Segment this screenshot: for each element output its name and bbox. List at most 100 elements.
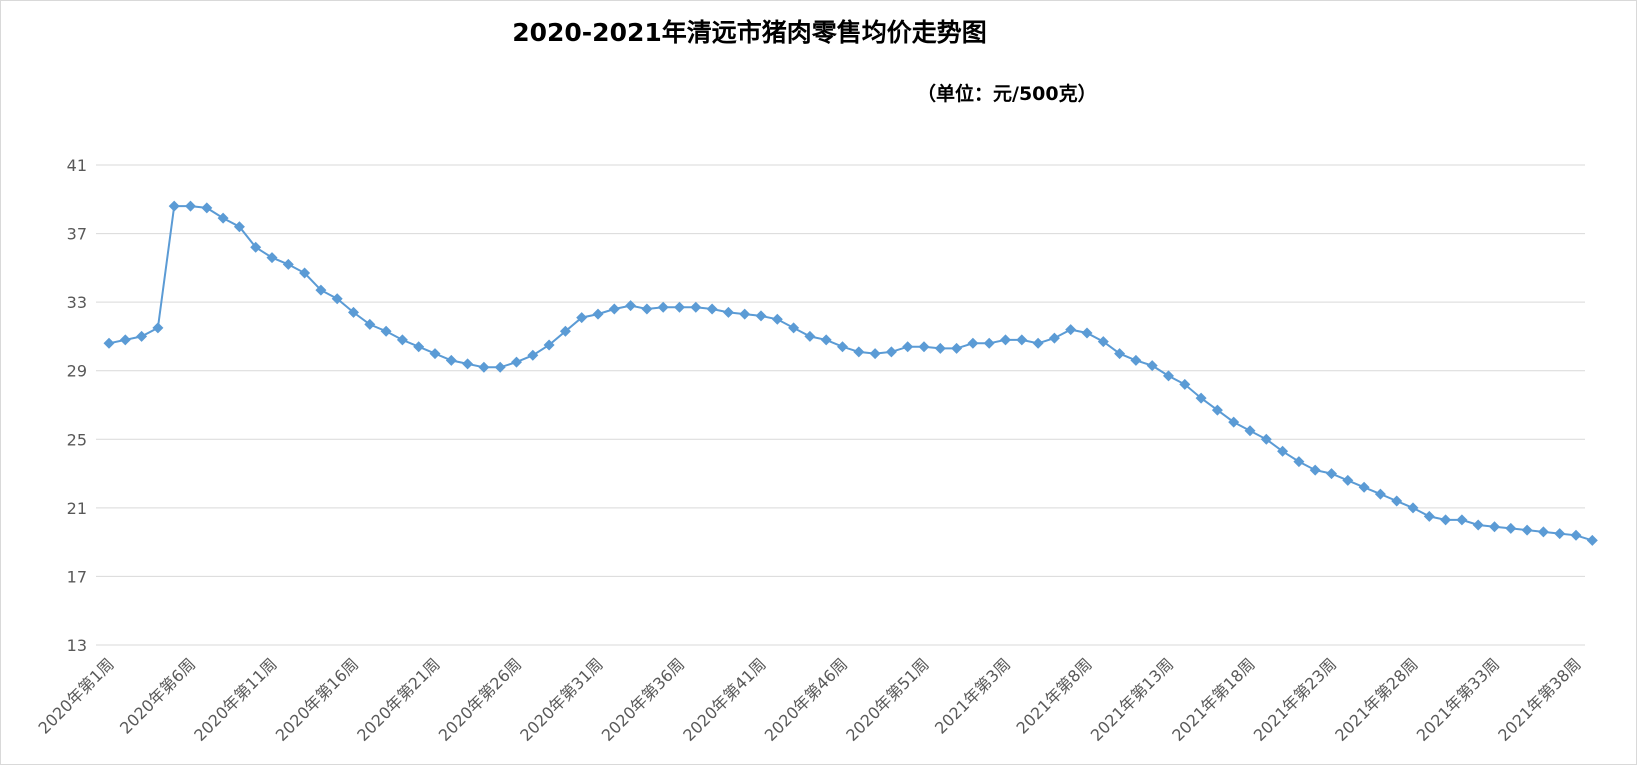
data-point-marker: [657, 301, 669, 313]
data-point-marker: [1472, 519, 1484, 531]
data-point-marker: [494, 361, 506, 373]
data-point-marker: [576, 312, 588, 324]
data-point-marker: [1407, 502, 1419, 514]
data-point-marker: [1277, 445, 1289, 457]
y-tick-label: 33: [67, 293, 87, 312]
data-point-marker: [1114, 348, 1126, 360]
data-point-marker: [853, 346, 865, 358]
data-point-marker: [103, 337, 115, 349]
data-point-marker: [201, 202, 213, 214]
data-point-marker: [771, 313, 783, 325]
x-tick-label: 2021年第8周: [1012, 654, 1095, 737]
x-tick-label: 2021年第28周: [1331, 654, 1422, 745]
y-tick-label: 37: [67, 225, 87, 244]
data-point-marker: [1000, 334, 1011, 346]
data-point-marker: [1505, 522, 1517, 534]
data-point-marker: [1163, 370, 1174, 382]
data-point-marker: [1440, 514, 1452, 526]
x-tick-label: 2020年第51周: [842, 654, 933, 745]
data-point-marker: [1228, 416, 1240, 428]
data-point-marker: [722, 306, 734, 318]
data-point-marker: [1358, 481, 1370, 493]
data-point-marker: [1570, 529, 1582, 541]
chart-title: 2020-2021年清远市猪肉零售均价走势图: [512, 18, 987, 47]
series-line: [108, 205, 1593, 542]
data-point-marker: [462, 358, 474, 370]
data-point-marker: [1130, 354, 1142, 366]
data-point-marker: [152, 322, 164, 334]
data-point-marker: [1146, 360, 1158, 372]
data-point-marker: [559, 325, 571, 337]
data-point-marker: [951, 342, 963, 354]
data-point-marker: [1293, 456, 1305, 468]
x-tick-label: 2021年第13周: [1087, 654, 1178, 745]
data-point-marker: [674, 301, 685, 313]
x-tick-label: 2020年第46周: [761, 654, 852, 745]
data-point-marker: [1048, 332, 1060, 344]
data-point-marker: [396, 334, 408, 346]
data-point-marker: [185, 200, 196, 212]
x-tick-label: 2021年第33周: [1413, 654, 1504, 745]
data-point-marker: [1537, 526, 1549, 538]
data-point-marker: [739, 308, 751, 320]
data-point-marker: [1342, 474, 1354, 486]
data-points: [103, 200, 1598, 546]
data-point-marker: [364, 318, 376, 330]
data-point-marker: [217, 212, 229, 224]
data-point-marker: [380, 325, 392, 337]
x-tick-label: 2020年第21周: [353, 654, 444, 745]
y-tick-label: 29: [67, 362, 87, 381]
data-point-marker: [429, 348, 441, 360]
x-tick-label: 2020年第11周: [190, 654, 281, 745]
x-axis-ticks: 2020年第1周2020年第6周2020年第11周2020年第16周2020年第…: [34, 654, 1584, 745]
data-point-marker: [1456, 514, 1468, 526]
data-point-marker: [1244, 425, 1256, 437]
data-point-marker: [625, 300, 637, 312]
data-point-marker: [1521, 524, 1533, 536]
data-point-marker: [136, 330, 148, 342]
data-point-marker: [706, 303, 718, 315]
data-point-marker: [1309, 464, 1321, 476]
data-point-marker: [885, 346, 897, 358]
x-tick-label: 2020年第41周: [679, 654, 770, 745]
x-tick-label: 2021年第38周: [1494, 654, 1585, 745]
data-point-marker: [413, 341, 425, 353]
y-tick-label: 41: [67, 156, 87, 175]
data-point-marker: [282, 258, 294, 270]
data-point-marker: [1097, 336, 1109, 348]
x-tick-label: 2020年第16周: [272, 654, 363, 745]
x-tick-label: 2020年第6周: [116, 654, 199, 737]
y-tick-label: 13: [67, 636, 87, 655]
data-point-marker: [690, 301, 702, 313]
x-tick-label: 2021年第23周: [1250, 654, 1341, 745]
data-point-marker: [527, 349, 539, 361]
data-point-marker: [820, 334, 832, 346]
data-point-marker: [869, 348, 881, 360]
x-tick-label: 2020年第26周: [435, 654, 526, 745]
data-point-marker: [1016, 334, 1028, 346]
chart-unit-subtitle: （单位：元/500克）: [917, 83, 1097, 105]
data-point-marker: [1032, 337, 1044, 349]
x-tick-label: 2021年第18周: [1168, 654, 1259, 745]
gridlines: [96, 164, 1585, 646]
data-point-marker: [788, 322, 800, 334]
data-point-marker: [1081, 327, 1093, 339]
x-tick-label: 2020年第31周: [516, 654, 607, 745]
data-point-marker: [1195, 392, 1207, 404]
x-tick-label: 2021年第3周: [931, 654, 1014, 737]
data-point-marker: [934, 342, 946, 354]
data-point-marker: [918, 341, 930, 353]
data-point-marker: [299, 267, 311, 279]
data-point-marker: [1423, 510, 1435, 522]
y-axis-ticks: 13 17 21 25 29 33 37 41: [67, 156, 87, 655]
data-point-marker: [315, 284, 327, 296]
data-point-marker: [1391, 495, 1403, 507]
data-point-marker: [983, 337, 995, 349]
data-point-marker: [511, 356, 522, 368]
x-tick-label: 2020年第36周: [598, 654, 689, 745]
data-point-marker: [1260, 433, 1272, 445]
data-point-marker: [804, 330, 816, 342]
data-point-marker: [1489, 521, 1500, 533]
